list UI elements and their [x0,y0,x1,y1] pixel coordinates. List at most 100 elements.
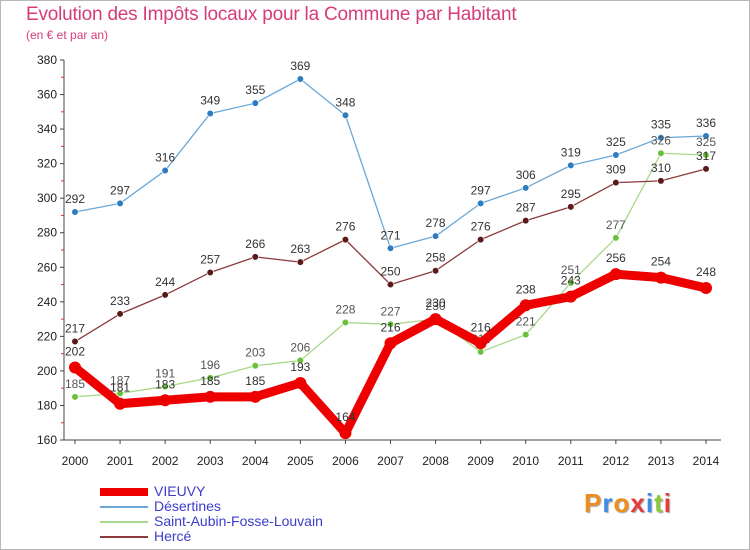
data-label-desertines: 297 [110,183,130,197]
proxiti-logo: Proxiti [584,488,672,518]
y-tick-label: 280 [37,226,57,240]
data-point-desertines [431,232,440,240]
x-tick-label: 2004 [242,454,269,468]
legend-swatch [100,506,148,508]
data-point-vieuvy [609,268,622,281]
data-label-herce: 276 [471,220,491,234]
legend-label: VIEUVY [154,483,206,499]
data-label-saint-aubin-fosse-louvain: 221 [516,315,536,329]
data-point-saint-aubin-fosse-louvain [341,318,350,327]
data-label-saint-aubin-fosse-louvain: 191 [155,366,175,380]
data-label-desertines: 319 [561,145,581,159]
data-point-saint-aubin-fosse-louvain [161,382,169,391]
data-label-herce: 317 [696,149,716,163]
data-point-herce [657,177,665,185]
data-label-vieuvy: 193 [290,360,310,374]
series-line-vieuvy [70,269,711,438]
data-label-vieuvy: 216 [471,320,491,334]
y-tick-label: 260 [37,260,57,274]
data-point-saint-aubin-fosse-louvain [116,389,124,397]
data-label-desertines: 316 [155,151,175,165]
data-label-saint-aubin-fosse-louvain: 206 [290,341,310,355]
data-label-vieuvy: 164 [335,410,355,424]
data-point-vieuvy [249,390,262,403]
data-point-saint-aubin-fosse-louvain [251,362,259,370]
data-point-herce [522,217,530,225]
legend-label: Désertines [154,498,221,514]
x-tick-label: 2014 [693,454,720,468]
data-label-desertines: 325 [606,135,626,149]
data-point-herce [206,268,214,277]
data-label-vieuvy: 185 [200,374,220,388]
data-label-herce: 257 [200,252,220,266]
data-point-herce [477,236,485,244]
data-point-desertines [341,111,350,119]
data-label-herce: 295 [561,187,581,201]
data-label-vieuvy: 230 [426,296,446,310]
data-label-vieuvy: 183 [155,377,175,391]
data-point-vieuvy [564,290,577,303]
data-label-vieuvy: 238 [516,282,536,296]
data-point-herce [386,280,395,289]
data-label-desertines: 306 [516,168,536,182]
data-label-vieuvy: 256 [606,251,626,265]
data-label-saint-aubin-fosse-louvain: 187 [110,373,130,387]
data-point-desertines [296,75,304,83]
data-point-saint-aubin-fosse-louvain [567,279,575,287]
data-point-desertines [161,166,169,175]
y-tick-label: 240 [37,295,57,309]
x-tick-label: 2013 [648,454,675,468]
line-chart: 160 180 200 220 240 260 280 300 320 340 360 380 2000… [37,53,721,468]
y-tick-label: 360 [37,88,57,102]
data-label-desertines: 292 [65,192,85,206]
y-tick-label: 200 [37,364,57,378]
data-label-vieuvy: 243 [561,274,581,288]
x-tick-label: 2001 [107,454,134,468]
data-label-saint-aubin-fosse-louvain: 277 [606,218,626,232]
data-point-vieuvy [429,313,442,326]
x-tick-label: 2012 [603,454,630,468]
data-label-saint-aubin-fosse-louvain: 203 [245,346,265,360]
y-tick-label: 300 [37,191,57,205]
data-point-saint-aubin-fosse-louvain [477,348,485,356]
data-point-saint-aubin-fosse-louvain [296,356,304,365]
y-tick-label: 380 [37,53,57,67]
x-tick-label: 2011 [558,454,584,468]
data-label-vieuvy: 216 [380,320,400,334]
legend-swatch [100,488,148,496]
data-point-herce [612,179,620,187]
data-point-saint-aubin-fosse-louvain [657,149,665,157]
chart-title: Evolution des Impôts locaux pour la Comm… [26,4,517,25]
data-point-vieuvy [69,361,81,374]
data-point-desertines [386,244,395,252]
x-tick-label: 2005 [287,454,314,468]
x-tick-label: 2000 [62,454,89,468]
data-label-herce: 263 [290,242,310,256]
y-tick-label: 180 [37,398,57,412]
data-point-desertines [251,99,259,107]
x-tick-label: 2007 [377,454,404,468]
data-label-herce: 266 [245,237,265,251]
y-tick-label: 160 [37,433,57,447]
x-tick-label: 2009 [467,454,494,468]
data-point-vieuvy [204,390,217,403]
data-label-saint-aubin-fosse-louvain: 325 [696,135,716,149]
data-point-herce [251,253,259,261]
data-label-desertines: 271 [380,228,400,242]
data-point-saint-aubin-fosse-louvain [522,331,530,339]
data-point-vieuvy [159,394,172,407]
data-label-desertines: 335 [651,118,671,132]
legend-label: Hercé [154,528,192,544]
data-label-desertines: 297 [471,183,491,197]
data-point-desertines [116,199,124,207]
data-label-saint-aubin-fosse-louvain: 326 [651,133,671,147]
data-point-vieuvy [384,337,397,350]
data-point-vieuvy [654,271,667,284]
data-label-herce: 287 [516,201,536,215]
data-label-vieuvy: 202 [65,344,85,358]
data-point-vieuvy [474,337,487,350]
data-label-vieuvy: 181 [110,381,130,395]
data-point-vieuvy [700,282,712,294]
data-label-herce: 276 [335,220,355,234]
data-label-herce: 244 [155,275,175,289]
